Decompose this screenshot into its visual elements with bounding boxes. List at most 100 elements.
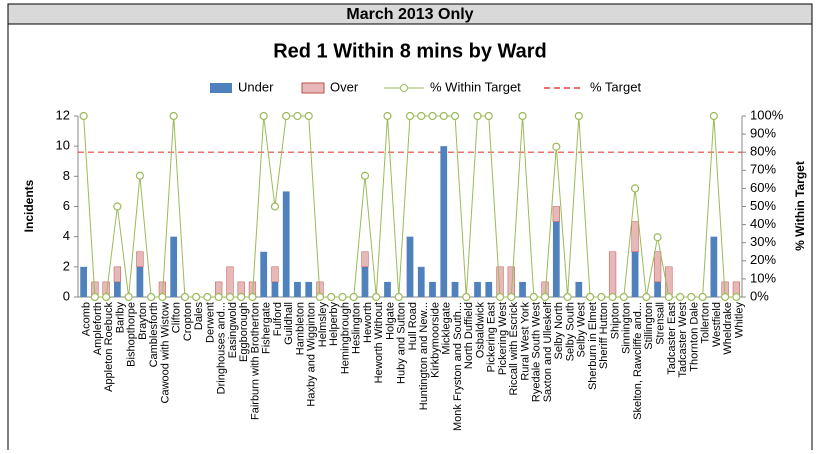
bar [136, 266, 144, 297]
bar [474, 281, 481, 297]
marker [349, 292, 358, 302]
marker [439, 111, 448, 121]
y2-tick-label: 20% [750, 252, 776, 267]
legend-label: Over [330, 79, 359, 94]
x-tick-label: Selby South [564, 302, 576, 361]
bar [631, 221, 639, 252]
x-tick-label: Skelton, Rawcliffe and... [632, 302, 644, 420]
marker [698, 292, 707, 302]
x-tick-label: Pickering East [486, 302, 498, 372]
marker [102, 292, 111, 302]
bar [305, 281, 313, 297]
bar [417, 266, 425, 297]
bar [631, 251, 639, 297]
marker [237, 292, 246, 302]
y-tick-label: 0 [63, 288, 70, 303]
x-tick-label: Brayton [137, 302, 149, 340]
bar [282, 191, 290, 297]
marker [687, 292, 696, 302]
x-tick-label: Sinnington [621, 302, 633, 354]
x-tick-label: Selby West [576, 302, 588, 357]
x-tick-label: North Duffield [463, 302, 475, 369]
x-tick-label: Wheldrake [722, 302, 734, 355]
y-axis-label: Incidents [22, 179, 36, 232]
marker [642, 292, 651, 302]
y2-tick-label: 90% [750, 126, 776, 141]
x-tick-label: Helmsley [317, 302, 329, 348]
marker [417, 111, 426, 121]
marker [203, 292, 212, 302]
marker [484, 111, 493, 121]
chart-title: Red 1 Within 8 mins by Ward [273, 40, 547, 62]
x-tick-label: Huby and Sutton [396, 302, 408, 384]
marker [664, 292, 673, 302]
y2-tick-label: 50% [750, 198, 776, 213]
legend-swatch [301, 82, 325, 94]
x-tick-label: Stillington [643, 302, 655, 350]
y2-tick-label: 100% [750, 107, 784, 122]
marker [450, 111, 460, 121]
x-tick-label: Cropton [182, 302, 194, 341]
x-tick-label: Eggborough [238, 302, 250, 362]
legend-label: % Within Target [430, 79, 521, 94]
marker [473, 111, 482, 121]
marker [563, 292, 572, 302]
x-tick-label: Tadcaster East [666, 302, 678, 375]
bar [440, 146, 448, 297]
y2-tick-label: 10% [750, 270, 776, 285]
marker [192, 292, 201, 302]
x-tick-label: Hambleton [294, 302, 306, 355]
marker [180, 292, 190, 302]
x-tick-label: Westfield [711, 302, 723, 347]
x-tick-label: Saxton and Ulleskelf [542, 301, 554, 402]
x-tick-label: Clifton [171, 302, 183, 333]
marker [383, 111, 392, 121]
x-tick-label: Huntington and New... [418, 302, 430, 410]
marker [248, 292, 257, 302]
bar [519, 281, 526, 297]
marker [259, 111, 268, 121]
x-tick-label: Acomb [81, 302, 93, 336]
y2-axis-label: % Within Target [793, 161, 807, 251]
marker [495, 292, 505, 302]
x-tick-label: Heworth Without [373, 302, 385, 383]
x-tick-label: Osbaldwick [474, 302, 486, 359]
marker [270, 202, 280, 211]
x-tick-label: Selby North [553, 302, 565, 359]
x-tick-label: Sherburn in Elmet [587, 302, 599, 390]
marker [653, 233, 662, 242]
bar [429, 281, 436, 297]
bar [271, 281, 279, 297]
y-tick-label: 8 [63, 168, 70, 183]
y-tick-label: 10 [56, 138, 70, 153]
header: March 2013 Only [346, 6, 473, 23]
y2-tick-label: 0% [750, 288, 769, 303]
x-tick-label: Bishopthorpe [126, 302, 138, 367]
x-tick-label: Micklegate [441, 302, 453, 355]
bar [114, 281, 121, 297]
marker [676, 292, 685, 302]
x-tick-label: Whitley [733, 302, 745, 339]
x-tick-label: Dringhouses and... [216, 302, 228, 394]
x-tick-label: Heworth [362, 302, 374, 343]
y2-tick-label: 80% [750, 144, 776, 159]
bar [170, 236, 178, 297]
marker [158, 292, 167, 302]
bar [654, 281, 661, 297]
x-tick-label: Haxby and Wigginton [306, 302, 318, 407]
marker [507, 292, 516, 302]
marker [619, 292, 628, 302]
y2-tick-label: 70% [750, 162, 776, 177]
marker [709, 111, 718, 121]
x-tick-label: Easingwold [227, 302, 239, 358]
marker [540, 292, 550, 302]
x-tick-label: Shipton [609, 302, 621, 339]
x-tick-label: Pickering West [497, 302, 509, 375]
x-tick-label: Ryedale South West [531, 302, 543, 402]
x-tick-label: Appleton Roebuck [103, 302, 115, 392]
marker [225, 292, 235, 302]
marker [630, 184, 640, 193]
x-tick-label: Guildhall [283, 302, 295, 345]
bar [361, 266, 369, 297]
x-tick-label: Sheriff Hutton [598, 302, 610, 369]
